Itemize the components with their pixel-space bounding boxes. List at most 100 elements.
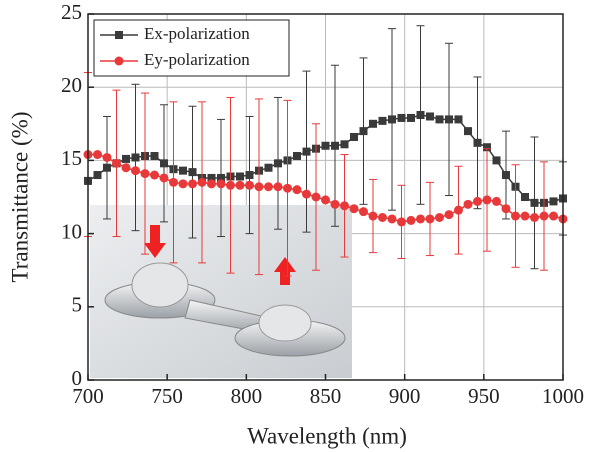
- marker: [226, 180, 235, 190]
- y-tick-label: 25: [61, 0, 82, 24]
- marker: [444, 210, 454, 220]
- marker: [397, 217, 406, 227]
- marker: [140, 169, 150, 179]
- marker: [236, 172, 244, 181]
- marker: [302, 189, 311, 199]
- marker: [217, 173, 225, 182]
- marker: [150, 152, 159, 161]
- marker: [368, 211, 378, 221]
- y-tick-label: 5: [72, 293, 83, 317]
- marker: [254, 182, 264, 192]
- marker: [340, 140, 349, 149]
- legend-label: Ey-polarization: [144, 50, 250, 69]
- inset-image: [90, 205, 352, 378]
- marker: [122, 154, 130, 163]
- marker: [245, 180, 254, 190]
- marker: [330, 199, 340, 209]
- marker: [435, 212, 444, 222]
- marker: [530, 212, 539, 222]
- legend-marker: [115, 31, 123, 39]
- marker: [407, 113, 415, 122]
- marker: [416, 111, 425, 120]
- marker: [454, 205, 463, 215]
- y-tick-label: 0: [72, 366, 83, 390]
- marker: [359, 127, 368, 136]
- marker: [492, 196, 501, 206]
- marker: [521, 193, 529, 201]
- marker: [416, 214, 425, 224]
- marker: [112, 158, 121, 168]
- marker: [463, 199, 473, 209]
- marker: [388, 115, 396, 124]
- x-tick-label: 700: [72, 384, 104, 408]
- marker: [264, 182, 273, 192]
- marker: [121, 163, 131, 173]
- x-tick-label: 850: [310, 384, 342, 408]
- marker: [464, 127, 472, 136]
- marker: [131, 153, 140, 162]
- marker: [235, 180, 245, 190]
- x-tick-label: 900: [389, 384, 421, 408]
- marker: [283, 183, 292, 193]
- marker: [245, 171, 254, 180]
- marker: [426, 112, 434, 121]
- marker: [473, 138, 482, 147]
- marker: [473, 196, 482, 206]
- marker: [264, 163, 273, 172]
- marker: [397, 113, 406, 122]
- marker: [502, 171, 510, 180]
- marker: [425, 214, 435, 224]
- marker: [340, 201, 349, 211]
- marker: [207, 173, 216, 182]
- marker: [387, 214, 397, 224]
- y-axis-title: Transmittance (%): [7, 112, 32, 283]
- marker: [520, 211, 530, 221]
- marker: [169, 177, 178, 187]
- marker: [273, 182, 283, 192]
- legend-box: [93, 19, 290, 77]
- marker: [188, 179, 197, 189]
- marker: [321, 195, 330, 205]
- marker: [539, 211, 549, 221]
- y-tick-label: 10: [61, 219, 82, 243]
- marker: [321, 141, 330, 150]
- marker: [359, 207, 368, 217]
- marker: [160, 159, 168, 168]
- marker: [406, 215, 416, 225]
- marker: [454, 115, 463, 124]
- marker: [378, 212, 387, 222]
- marker: [302, 147, 311, 156]
- x-tick-label: 800: [231, 384, 263, 408]
- marker: [292, 185, 302, 195]
- x-tick-label: 1000: [542, 384, 584, 408]
- marker: [150, 170, 159, 180]
- marker: [178, 179, 188, 189]
- marker: [492, 156, 501, 165]
- marker: [483, 143, 491, 152]
- marker: [435, 115, 444, 124]
- marker: [179, 166, 187, 175]
- marker: [549, 211, 558, 221]
- marker: [274, 159, 282, 168]
- marker: [131, 166, 140, 176]
- x-tick-label: 750: [151, 384, 183, 408]
- marker: [549, 197, 558, 206]
- marker: [349, 204, 359, 214]
- marker: [159, 173, 169, 183]
- marker: [369, 119, 377, 128]
- plot-frame: [87, 13, 564, 381]
- x-axis-title: Wavelength (nm): [247, 423, 407, 448]
- marker: [530, 198, 539, 207]
- marker: [482, 195, 492, 205]
- marker: [216, 179, 226, 189]
- marker: [311, 192, 321, 202]
- marker: [445, 115, 453, 124]
- marker: [93, 150, 102, 160]
- marker: [93, 171, 102, 180]
- y-tick-label: 15: [61, 146, 82, 170]
- x-tick-label: 950: [468, 384, 500, 408]
- y-tick-label: 20: [61, 73, 82, 97]
- marker: [501, 204, 511, 214]
- marker: [197, 177, 207, 187]
- legend-marker: [114, 56, 124, 66]
